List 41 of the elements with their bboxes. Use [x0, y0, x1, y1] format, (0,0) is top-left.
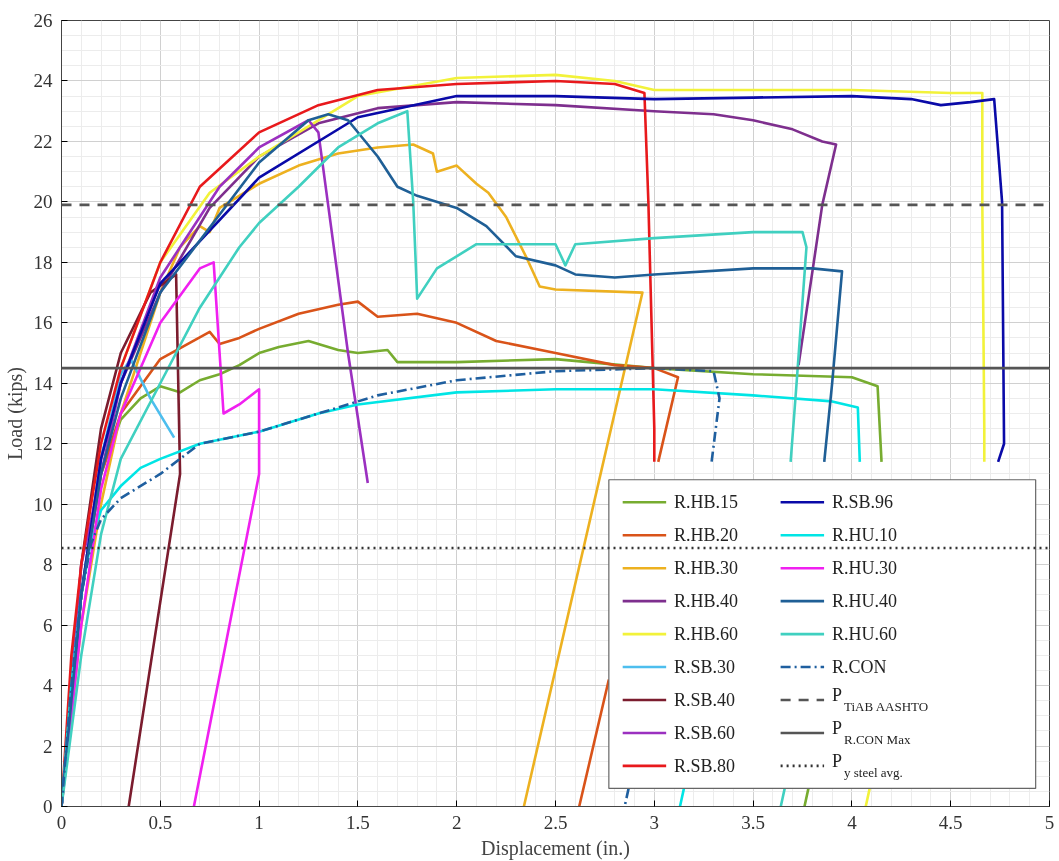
legend-label: R.CON	[831, 657, 887, 678]
y-tick-label: 14	[33, 372, 53, 394]
x-tick-label: 5	[1044, 811, 1055, 833]
y-tick-label: 16	[33, 312, 53, 334]
y-tick-label: 4	[43, 675, 53, 697]
y-axis-title: Load (kips)	[3, 367, 27, 460]
x-tick-label: 1.5	[346, 811, 370, 833]
y-tick-label: 26	[33, 10, 53, 31]
x-tick-label: 2.5	[543, 811, 568, 833]
legend-label: R.SB.80	[674, 755, 736, 776]
x-tick-label: 1	[254, 811, 264, 833]
y-tick-label: 10	[33, 493, 53, 515]
y-tick-label: 8	[43, 554, 53, 576]
y-tick-label: 2	[43, 735, 53, 757]
y-tick-label: 18	[33, 251, 53, 273]
legend-label: R.SB.60	[674, 722, 736, 743]
x-tick-label: 0.5	[148, 811, 173, 833]
y-tick-label: 12	[33, 433, 53, 455]
legend-label: R.HB.40	[674, 591, 739, 612]
legend-label: R.SB.40	[674, 690, 736, 710]
legend-label: R.SB.96	[831, 492, 894, 513]
legend-label: R.HU.60	[831, 624, 897, 645]
x-tick-label: 3	[649, 811, 660, 833]
legend-label: R.SB.30	[674, 657, 736, 678]
x-tick-label: 4	[847, 811, 858, 833]
y-tick-label: 22	[33, 130, 53, 152]
legend-label: R.HU.30	[831, 558, 897, 579]
legend-label: R.HB.30	[674, 558, 739, 579]
y-tick-label: 20	[33, 191, 53, 213]
legend-label: R.HB.20	[674, 525, 739, 546]
x-axis-title: Displacement (in.)	[481, 836, 630, 860]
y-tick-label: 24	[33, 70, 53, 92]
legend-label: R.HU.10	[831, 525, 897, 546]
x-tick-label: 4.5	[938, 811, 963, 833]
x-tick-label: 2	[451, 811, 462, 833]
y-tick-label: 0	[43, 796, 53, 817]
x-tick-label: 3.5	[741, 811, 765, 833]
legend-label: R.HU.40	[831, 591, 897, 612]
y-tick-label: 6	[43, 614, 53, 636]
legend-label: R.HB.60	[674, 624, 739, 645]
legend-label: R.HB.15	[674, 492, 739, 513]
